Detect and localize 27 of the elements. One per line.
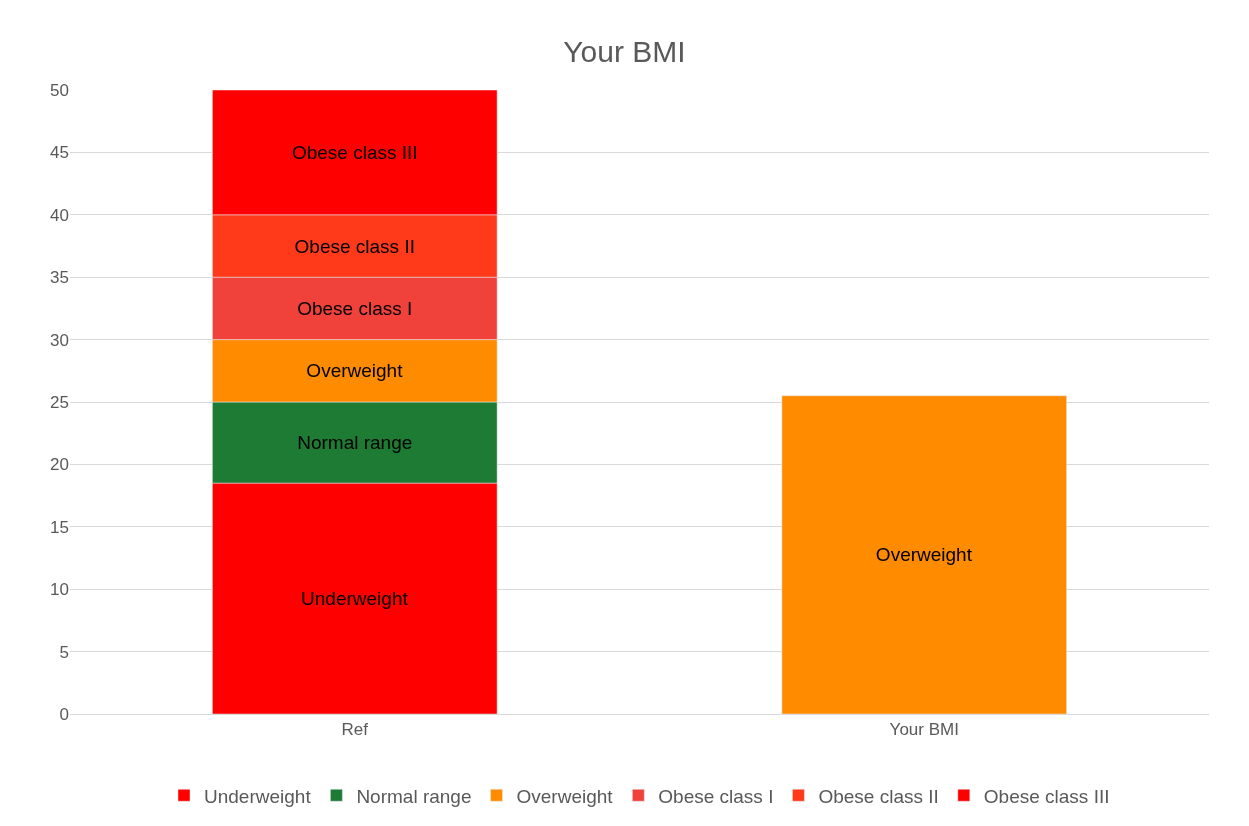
y-tick-label: 10 [50, 580, 69, 600]
data-label: Obese class III [291, 141, 418, 163]
y-tick-label: 30 [50, 330, 69, 350]
data-label: Overweight [306, 360, 404, 382]
legend-label: Underweight [204, 785, 312, 807]
y-tick-label: 35 [50, 268, 69, 288]
y-tick-label: 15 [50, 517, 69, 537]
y-tick-label: 0 [59, 704, 69, 724]
y-tick-label: 20 [50, 455, 69, 475]
legend-label: Obese class III [983, 785, 1110, 807]
chart-title: Your BMI [563, 35, 686, 69]
data-label: Underweight [301, 588, 409, 610]
data-label: Overweight [875, 544, 973, 566]
legend-label: Obese class I [658, 785, 774, 807]
x-tick-label: Ref [341, 720, 369, 740]
y-tick-label: 40 [50, 205, 69, 225]
y-tick-label: 5 [59, 642, 69, 662]
legend-label: Overweight [516, 785, 614, 807]
y-tick-label: 25 [50, 392, 69, 412]
y-tick-label: 50 [50, 80, 69, 100]
data-label: Normal range [297, 432, 413, 454]
data-label: Obese class II [294, 235, 415, 257]
data-label: Obese class I [297, 297, 413, 319]
bar [781, 395, 1067, 714]
legend-label: Normal range [356, 785, 472, 807]
legend-label: Obese class II [818, 785, 939, 807]
y-tick-label: 45 [50, 143, 69, 163]
